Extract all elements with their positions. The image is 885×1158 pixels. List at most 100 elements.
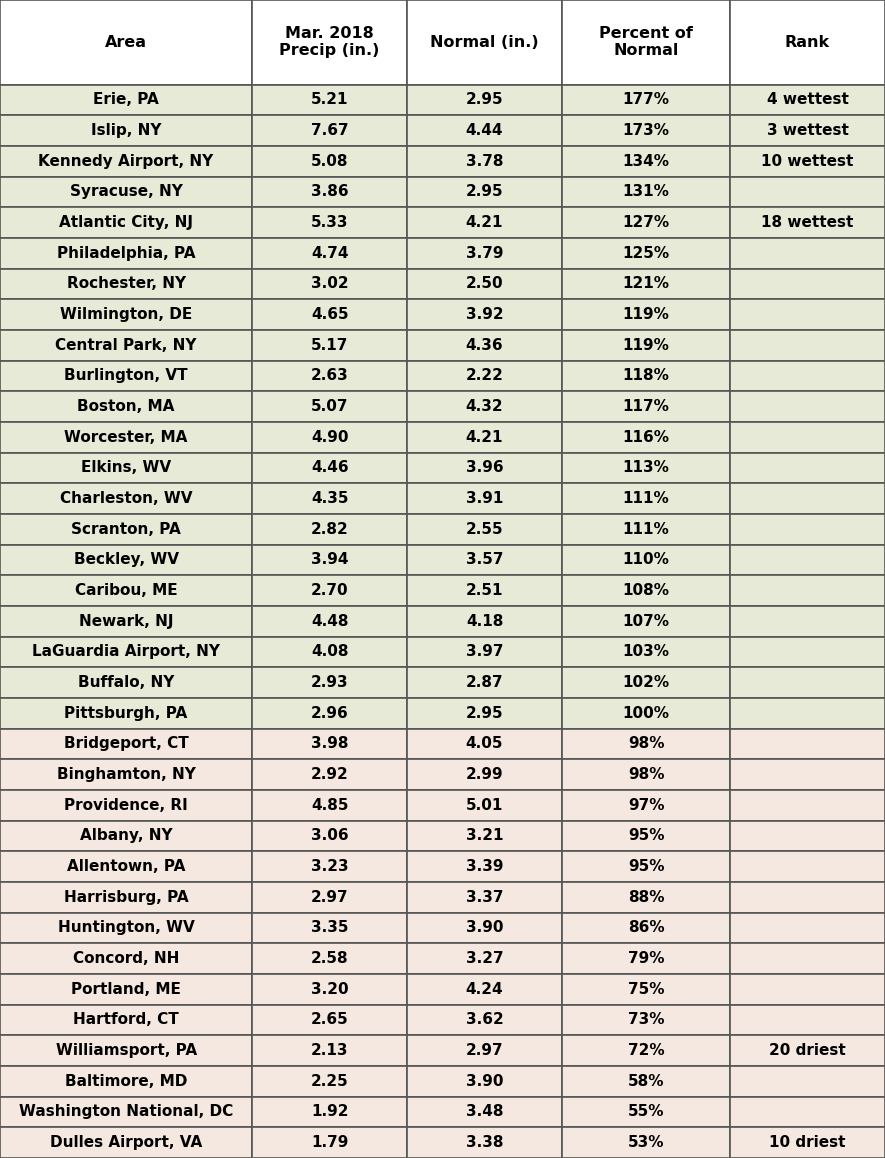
Bar [730, 483, 885, 514]
Text: 2.87: 2.87 [466, 675, 504, 690]
Text: Rochester, NY: Rochester, NY [66, 277, 186, 292]
Bar [0, 360, 252, 391]
Bar [562, 299, 730, 330]
Bar [407, 483, 562, 514]
Text: 102%: 102% [622, 675, 670, 690]
Bar [730, 913, 885, 944]
Bar [730, 391, 885, 422]
Bar [407, 1128, 562, 1158]
Text: 55%: 55% [627, 1105, 665, 1120]
Text: 3.90: 3.90 [466, 1073, 504, 1089]
Bar [0, 544, 252, 576]
Bar [252, 882, 407, 913]
Bar [252, 146, 407, 176]
Text: Percent of
Normal: Percent of Normal [599, 27, 693, 58]
Text: 72%: 72% [627, 1043, 665, 1058]
Bar [730, 237, 885, 269]
Bar [407, 207, 562, 237]
Bar [407, 576, 562, 606]
Text: Syracuse, NY: Syracuse, NY [70, 184, 182, 199]
Text: Pittsburgh, PA: Pittsburgh, PA [65, 705, 188, 720]
Bar [562, 1035, 730, 1067]
Text: Allentown, PA: Allentown, PA [67, 859, 185, 874]
Text: 5.01: 5.01 [466, 798, 504, 813]
Bar [407, 360, 562, 391]
Bar [562, 698, 730, 728]
Text: 4.32: 4.32 [466, 400, 504, 415]
Text: Normal (in.): Normal (in.) [430, 35, 539, 50]
Bar [407, 882, 562, 913]
Bar [0, 391, 252, 422]
Bar [252, 0, 407, 85]
Bar [562, 85, 730, 115]
Bar [0, 637, 252, 667]
Text: 4.46: 4.46 [311, 461, 349, 476]
Text: 3.57: 3.57 [466, 552, 504, 567]
Text: 88%: 88% [627, 889, 665, 904]
Bar [0, 606, 252, 637]
Text: 103%: 103% [622, 645, 670, 659]
Bar [407, 115, 562, 146]
Bar [0, 453, 252, 483]
Bar [562, 391, 730, 422]
Bar [0, 974, 252, 1005]
Text: 7.67: 7.67 [311, 123, 349, 138]
Bar [562, 237, 730, 269]
Text: 4.44: 4.44 [466, 123, 504, 138]
Text: 125%: 125% [622, 245, 670, 261]
Text: 3.02: 3.02 [311, 277, 349, 292]
Text: 3.62: 3.62 [466, 1012, 504, 1027]
Bar [730, 453, 885, 483]
Bar [0, 667, 252, 698]
Bar [407, 606, 562, 637]
Bar [252, 974, 407, 1005]
Bar [562, 760, 730, 790]
Bar [252, 1005, 407, 1035]
Text: 4.05: 4.05 [466, 736, 504, 752]
Bar [562, 514, 730, 544]
Bar [562, 1097, 730, 1128]
Text: 116%: 116% [622, 430, 670, 445]
Text: Islip, NY: Islip, NY [91, 123, 161, 138]
Bar [730, 330, 885, 360]
Bar [730, 146, 885, 176]
Text: 4.74: 4.74 [311, 245, 349, 261]
Bar [252, 821, 407, 851]
Bar [0, 115, 252, 146]
Text: 75%: 75% [627, 982, 665, 997]
Text: Bridgeport, CT: Bridgeport, CT [64, 736, 189, 752]
Bar [0, 330, 252, 360]
Text: 2.99: 2.99 [466, 767, 504, 782]
Text: 95%: 95% [627, 859, 665, 874]
Bar [0, 790, 252, 821]
Text: 2.58: 2.58 [311, 951, 349, 966]
Text: 53%: 53% [627, 1135, 665, 1150]
Text: 173%: 173% [622, 123, 670, 138]
Bar [252, 453, 407, 483]
Text: 2.22: 2.22 [466, 368, 504, 383]
Text: 2.51: 2.51 [466, 584, 504, 598]
Bar [252, 913, 407, 944]
Text: Beckley, WV: Beckley, WV [73, 552, 179, 567]
Bar [0, 576, 252, 606]
Text: 113%: 113% [623, 461, 669, 476]
Bar [730, 360, 885, 391]
Text: 3.39: 3.39 [466, 859, 504, 874]
Bar [730, 115, 885, 146]
Bar [407, 913, 562, 944]
Text: 97%: 97% [627, 798, 665, 813]
Bar [407, 1097, 562, 1128]
Bar [730, 1067, 885, 1097]
Bar [252, 176, 407, 207]
Text: 3.96: 3.96 [466, 461, 504, 476]
Text: Erie, PA: Erie, PA [93, 93, 159, 108]
Bar [252, 944, 407, 974]
Text: 3.23: 3.23 [311, 859, 349, 874]
Text: 20 driest: 20 driest [769, 1043, 846, 1058]
Bar [407, 1067, 562, 1097]
Text: 119%: 119% [623, 338, 669, 353]
Text: Portland, ME: Portland, ME [71, 982, 181, 997]
Bar [0, 944, 252, 974]
Text: Williamsport, PA: Williamsport, PA [56, 1043, 196, 1058]
Text: 2.70: 2.70 [311, 584, 349, 598]
